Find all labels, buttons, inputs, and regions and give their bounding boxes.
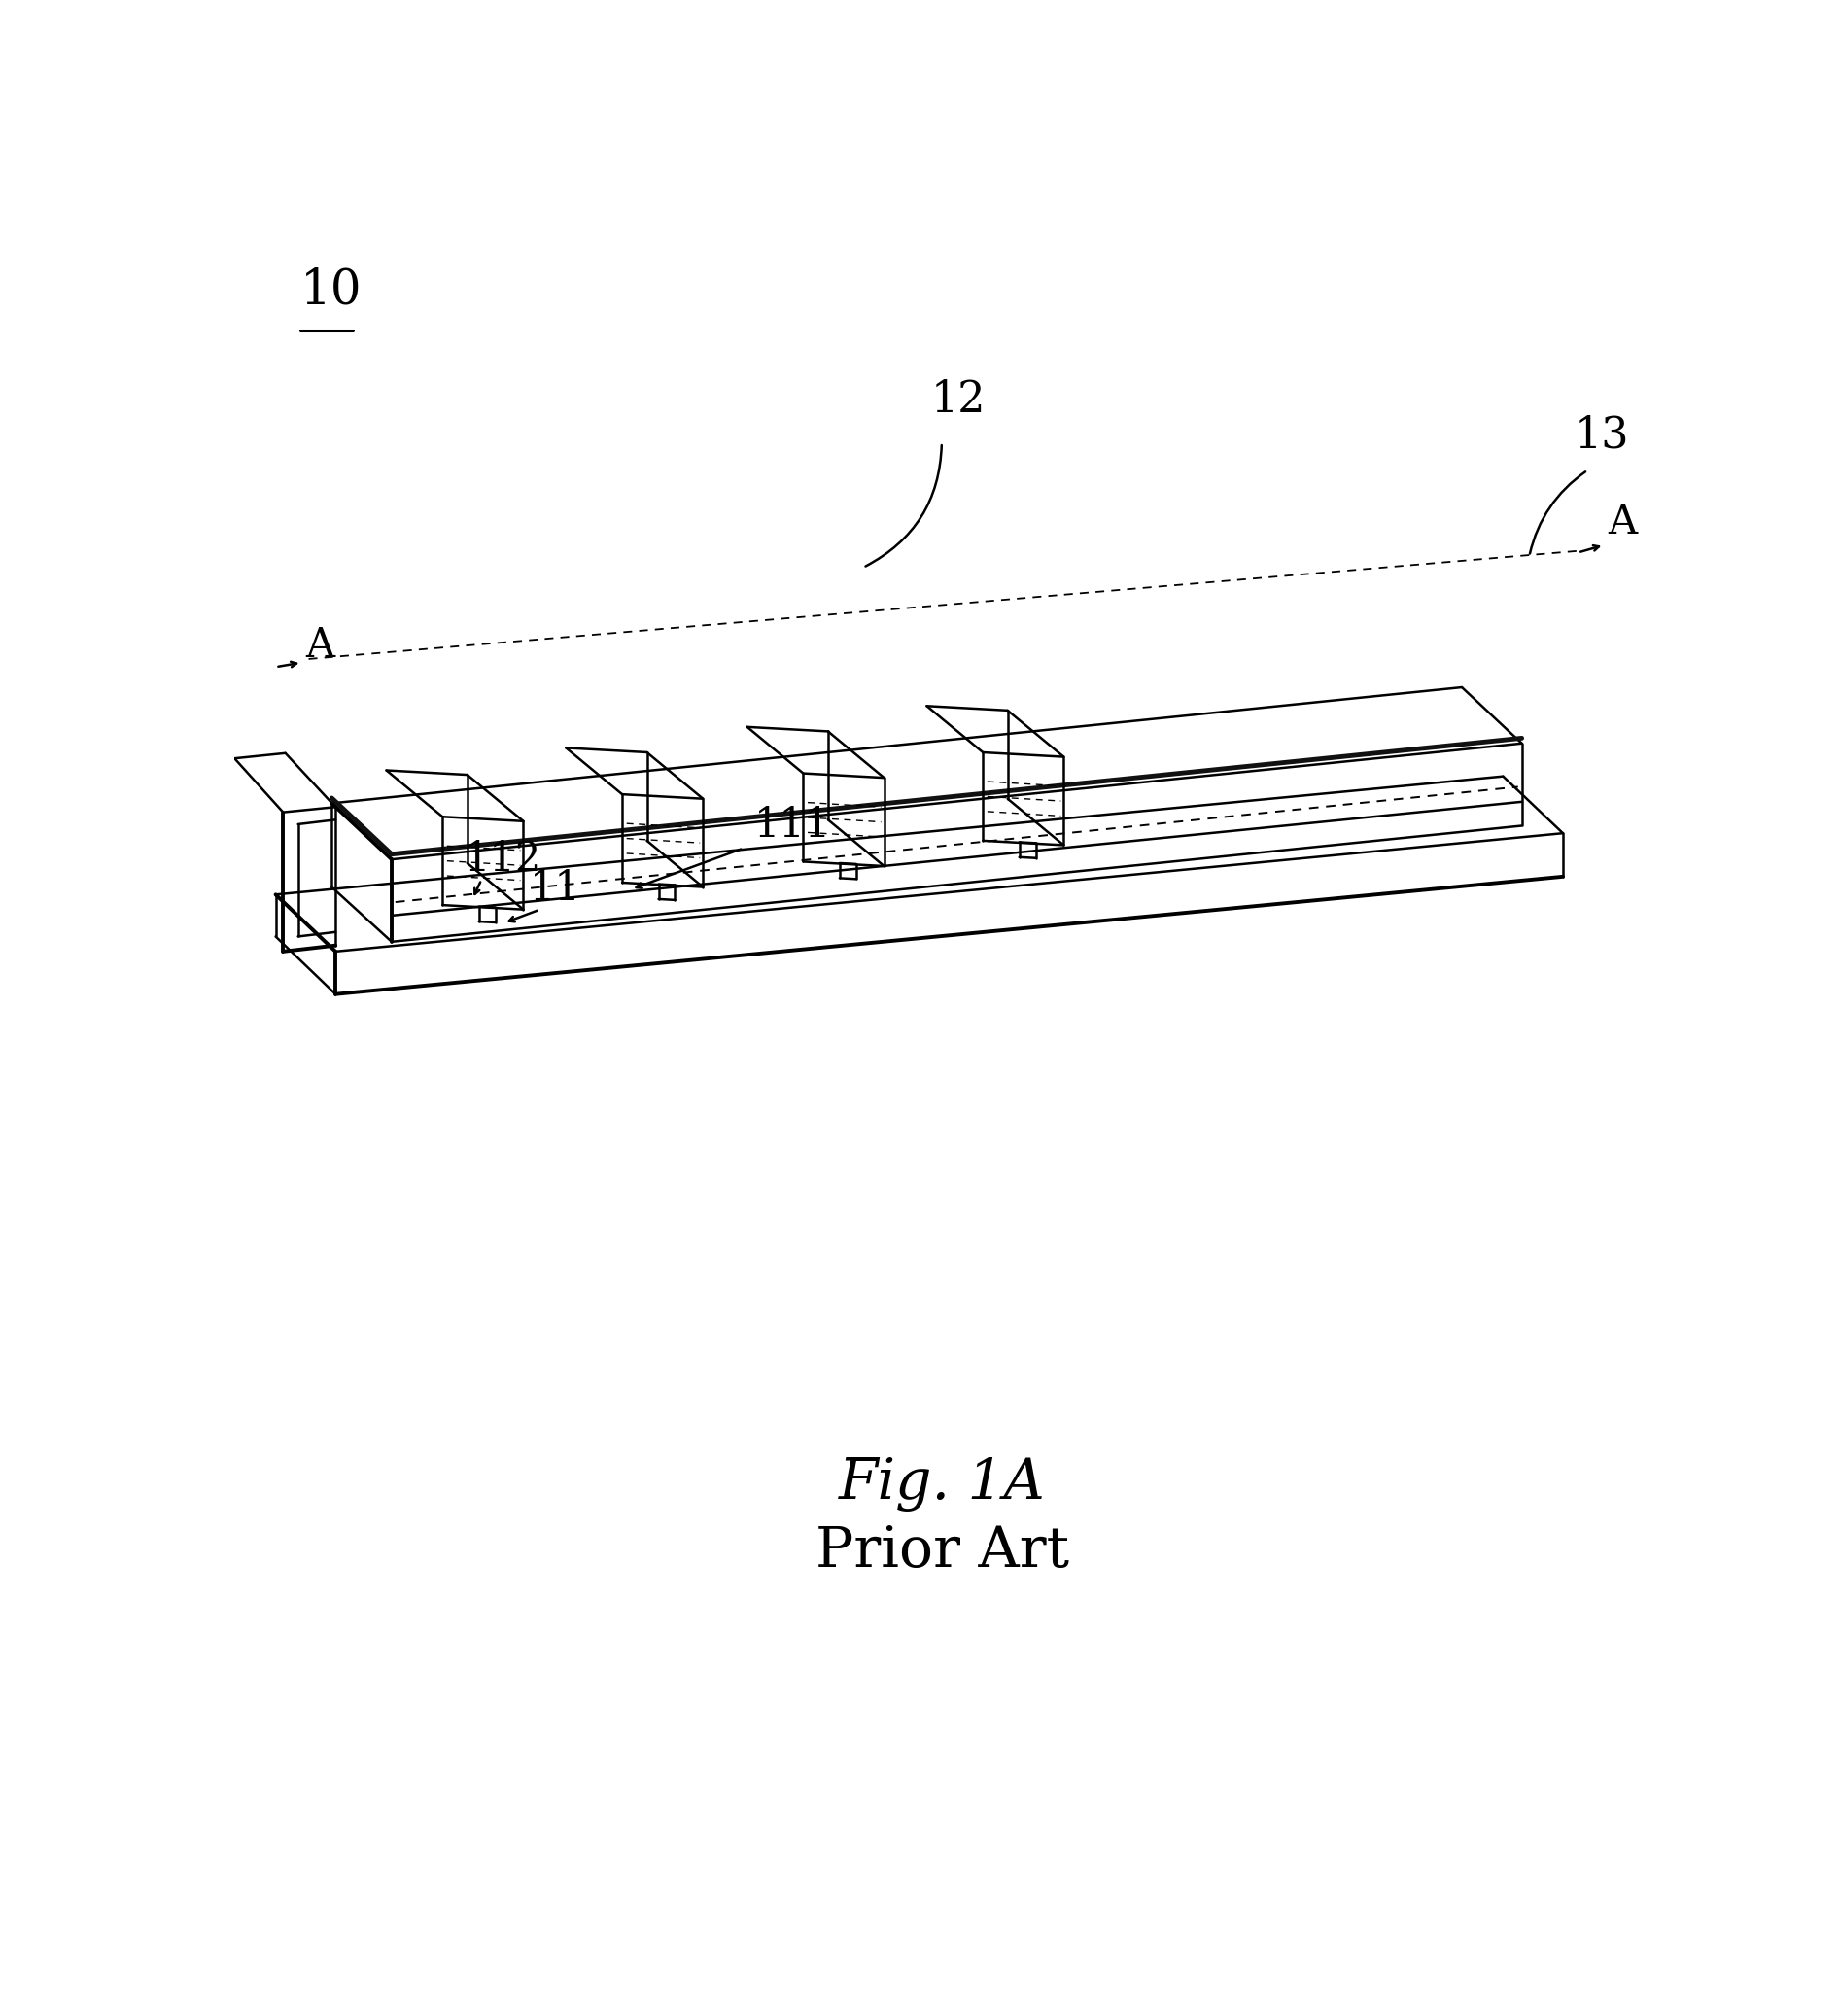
Text: 11: 11 [530, 869, 581, 909]
Text: 112: 112 [465, 839, 543, 879]
Text: 13: 13 [1574, 415, 1629, 456]
Text: A: A [1607, 502, 1637, 542]
Text: Prior Art: Prior Art [815, 1524, 1070, 1579]
Text: Fig. 1A: Fig. 1A [839, 1458, 1046, 1512]
Text: 10: 10 [300, 266, 362, 314]
Text: 111: 111 [754, 804, 831, 845]
Text: A: A [305, 625, 335, 665]
Text: 12: 12 [931, 379, 986, 421]
